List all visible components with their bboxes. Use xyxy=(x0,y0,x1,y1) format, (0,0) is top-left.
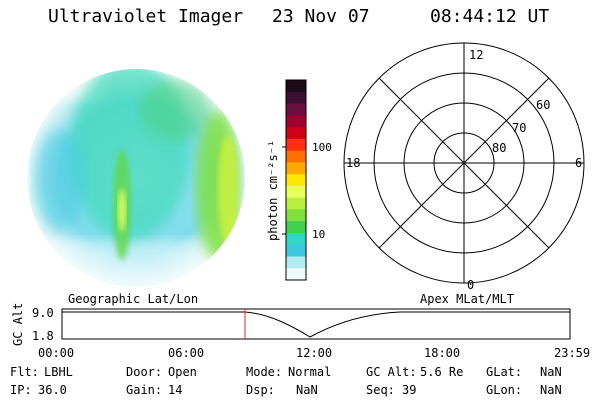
dsp-value: NaN xyxy=(296,383,318,397)
mlt-label-18: 18 xyxy=(346,156,360,170)
ip-value: 36.0 xyxy=(38,383,67,397)
mlt-label-12: 12 xyxy=(469,48,483,62)
colorbar-band xyxy=(286,91,306,105)
mlt-label-6: 6 xyxy=(575,156,582,170)
colorbar-frame xyxy=(285,79,307,281)
colorbar-band xyxy=(286,115,306,128)
colorbar-band xyxy=(286,232,306,246)
mlat-label-60: 60 xyxy=(536,98,550,112)
colorbar xyxy=(282,79,307,281)
gain-label: Gain: xyxy=(126,383,163,397)
y-tick-label-1-8: 1.8 xyxy=(32,329,54,343)
glon-value: NaN xyxy=(540,383,562,397)
colorbar-band xyxy=(286,197,306,210)
colorbar-band xyxy=(286,103,306,116)
colorbar-band xyxy=(286,209,306,222)
x-tick-label-1200: 12:00 xyxy=(296,346,332,360)
gc-altitude-curve xyxy=(62,311,570,338)
mode-label: Mode: xyxy=(246,365,283,379)
mlat-label-80: 80 xyxy=(492,141,506,155)
colorbar-band xyxy=(286,150,306,163)
y-axis-label: GC Alt xyxy=(11,303,25,346)
colorbar-band xyxy=(286,174,306,187)
timeline-frame xyxy=(61,308,571,340)
gcalt-label: GC Alt: xyxy=(366,365,417,379)
colorbar-tick-label-100: 100 xyxy=(312,141,332,154)
mode-value: Normal xyxy=(288,365,332,379)
seq-label: Seq: xyxy=(366,383,395,397)
x-tick-label-1800: 18:00 xyxy=(424,346,460,360)
colorbar-band xyxy=(286,268,306,281)
dsp-label: Dsp: xyxy=(246,383,275,397)
colorbar-band xyxy=(286,162,306,175)
glat-label: GLat: xyxy=(486,365,523,379)
instrument-title: Ultraviolet Imager xyxy=(48,6,244,27)
time-label: 08:44:12 UT xyxy=(430,6,550,27)
seq-value: 39 xyxy=(402,383,417,397)
glat-value: NaN xyxy=(540,365,562,379)
date-label: 23 Nov 07 xyxy=(272,6,370,27)
mlat-label-70: 70 xyxy=(512,121,526,135)
colorbar-unit-label: photon cm⁻²s⁻¹ xyxy=(266,140,280,241)
x-tick-label-2359: 23:59 xyxy=(554,346,590,360)
y-tick-label-9: 9.0 xyxy=(32,306,54,320)
gcalt-value: 5.6 Re xyxy=(420,365,464,379)
timeline-left-label: Geographic Lat/Lon xyxy=(68,292,198,306)
timeline-right-label: Apex MLat/MLT xyxy=(420,292,514,306)
colorbar-band xyxy=(286,221,306,234)
colorbar-band xyxy=(286,256,306,269)
door-value: Open xyxy=(168,365,197,379)
polar-grid xyxy=(343,42,585,284)
flt-value: LBHL xyxy=(44,365,73,379)
colorbar-band xyxy=(286,185,306,199)
colorbar-band xyxy=(286,127,306,140)
x-tick-label-0000: 00:00 xyxy=(38,346,74,360)
flt-label: Flt: xyxy=(10,365,39,379)
door-label: Door: xyxy=(126,365,163,379)
gain-value: 14 xyxy=(168,383,183,397)
colorbar-band xyxy=(286,244,306,257)
uv-image-disk xyxy=(27,69,245,287)
colorbar-tick-label-10: 10 xyxy=(312,228,325,241)
x-tick-label-0600: 06:00 xyxy=(168,346,204,360)
ip-label: IP: xyxy=(10,383,32,397)
colorbar-band xyxy=(286,138,306,152)
colorbar-band xyxy=(286,80,306,93)
mlt-label-0: 0 xyxy=(467,278,474,292)
polar-diagonal-2 xyxy=(378,77,550,249)
glon-label: GLon: xyxy=(486,383,523,397)
